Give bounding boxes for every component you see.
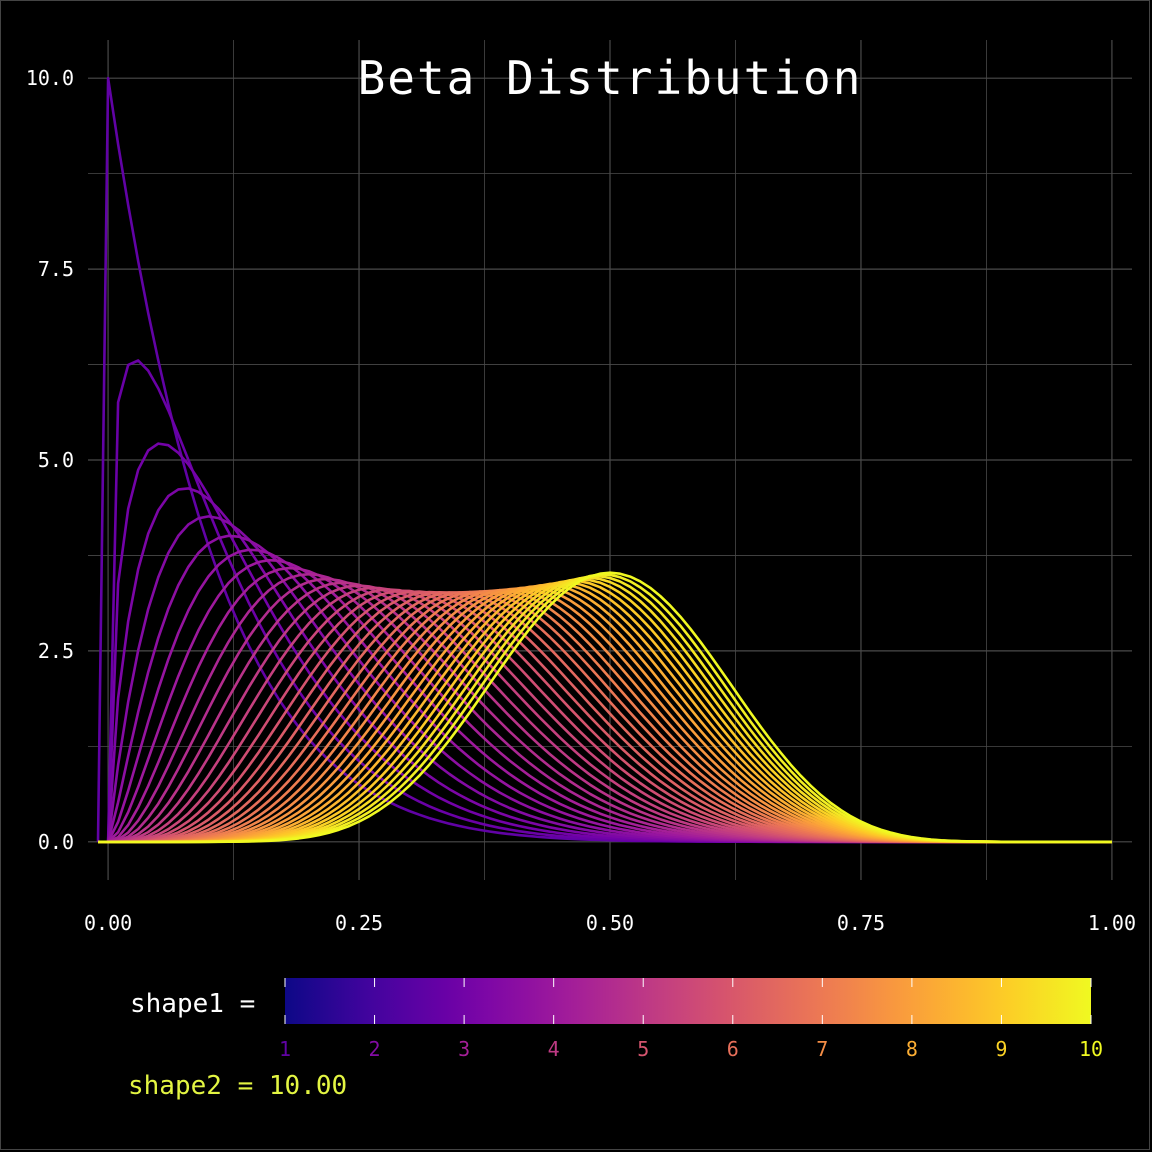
y-tick-label: 0.0 (38, 830, 74, 854)
colorbar-tick-label: 8 (906, 1037, 918, 1061)
colorbar-tick-label: 3 (458, 1037, 470, 1061)
colorbar-tick-label: 7 (816, 1037, 828, 1061)
y-tick-label: 7.5 (38, 257, 74, 281)
density-curve (98, 586, 1112, 844)
colorbar (285, 978, 1091, 1024)
colorbar-tick-label: 1 (279, 1037, 291, 1061)
density-curve (98, 584, 1112, 844)
x-tick-label: 0.00 (84, 911, 132, 935)
colorbar-tick-label: 4 (548, 1037, 560, 1061)
x-tick-label: 1.00 (1088, 911, 1136, 935)
colorbar-tick-label: 5 (637, 1037, 649, 1061)
y-tick-label: 5.0 (38, 448, 74, 472)
density-curve (98, 586, 1112, 844)
colorbar-labels: 1 2 3 4 5 6 7 8 9 10 (279, 1037, 1103, 1061)
x-tick-label: 0.50 (586, 911, 634, 935)
axis-labels: 0.00 0.25 0.50 0.75 1.00 0.0 2.5 5.0 7.5 10.0 (26, 66, 1136, 935)
density-curve (98, 587, 1112, 844)
density-curve (98, 442, 1112, 844)
x-tick-label: 0.75 (837, 911, 885, 935)
chart-title: Beta Distribution (358, 51, 863, 105)
colorbar-legend: shape1 = 1 2 3 4 5 6 7 8 9 10 shape2 = 10.00 (128, 978, 1103, 1101)
colorbar-tick-label: 10 (1079, 1037, 1103, 1061)
x-tick-label: 0.25 (335, 911, 383, 935)
density-curve (98, 359, 1112, 844)
colorbar-tick-label: 9 (995, 1037, 1007, 1061)
density-curve (98, 584, 1112, 844)
colorbar-ticks (284, 978, 1092, 1024)
density-curve (98, 571, 1112, 844)
y-tick-label: 10.0 (26, 66, 74, 90)
colorbar-tick-label: 2 (369, 1037, 381, 1061)
density-curves (96, 76, 1112, 844)
y-tick-label: 2.5 (38, 639, 74, 663)
colorbar-tick-label: 6 (727, 1037, 739, 1061)
shape1-legend-label: shape1 = (130, 989, 255, 1019)
shape2-legend-label: shape2 = 10.00 (128, 1071, 347, 1101)
